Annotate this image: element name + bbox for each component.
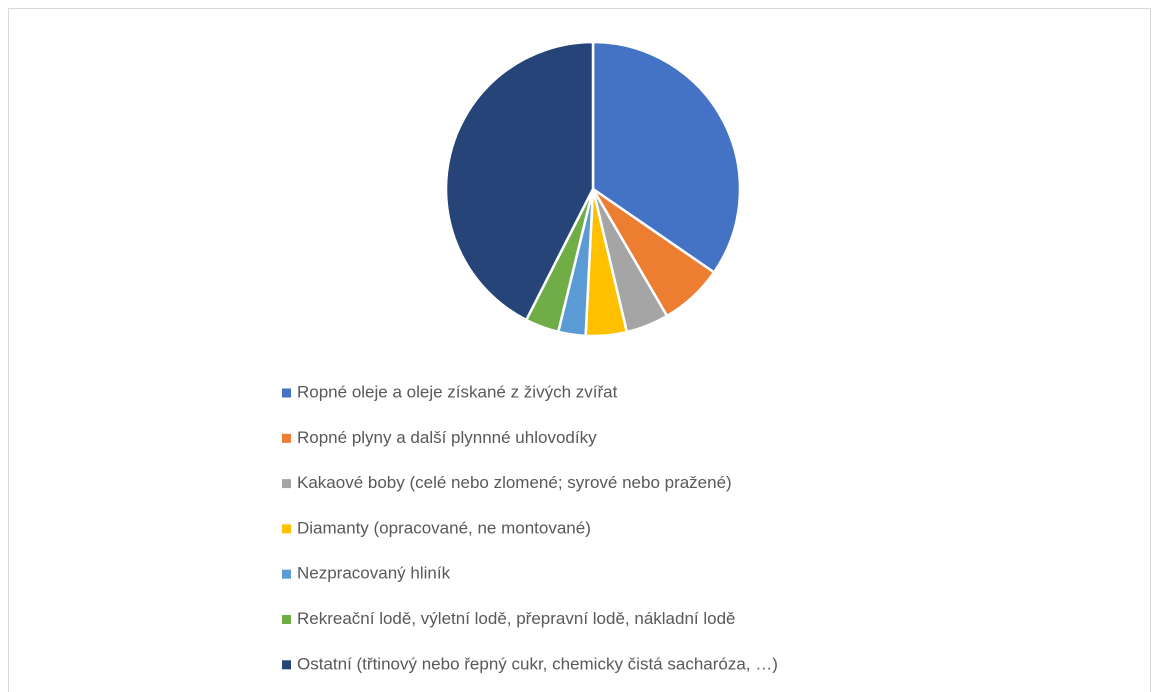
- legend-swatch: [282, 524, 291, 534]
- legend-label: Ropné oleje a oleje získané z živých zví…: [297, 382, 618, 401]
- legend-swatch: [282, 479, 291, 489]
- legend-swatch: [282, 569, 291, 579]
- legend-swatch: [282, 433, 291, 443]
- pie-slice: [444, 40, 595, 322]
- legend-label: Ropné plyny a další plynnné uhlovodíky: [297, 428, 597, 447]
- pie-slice: [591, 40, 742, 275]
- legend-swatch: [282, 388, 291, 398]
- legend-swatch: [282, 615, 291, 624]
- legend-label: Ostatní (třtinový nebo řepný cukr, chemi…: [297, 654, 778, 673]
- legend-label: Diamanty (opracované, ne montované): [297, 518, 591, 537]
- legend-label: Kakaové boby (celé nebo zlomené; syrové …: [297, 473, 732, 492]
- legend-label: Rekreační lodě, výletní lodě, přepravní …: [297, 609, 736, 628]
- legend-swatch: [282, 660, 291, 670]
- legend-label: Nezpracovaný hliník: [297, 564, 451, 583]
